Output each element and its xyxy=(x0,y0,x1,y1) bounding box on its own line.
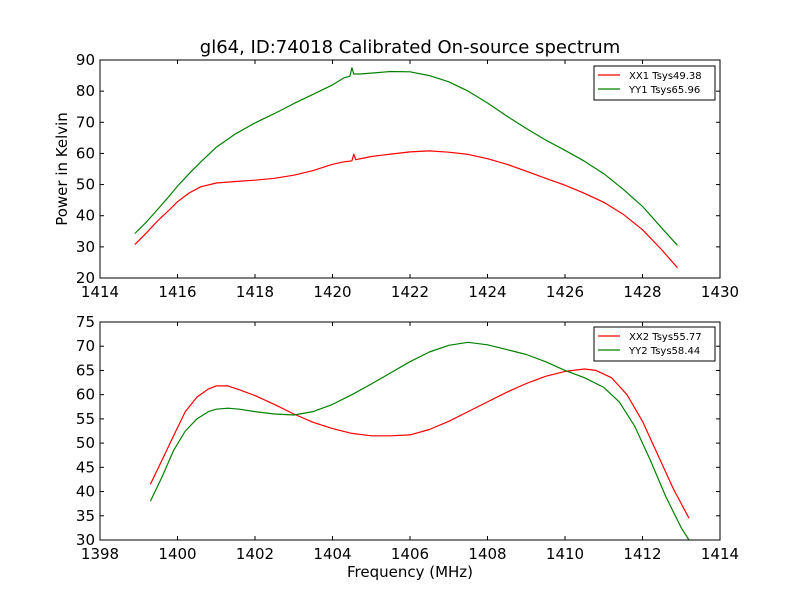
bottom-legend: XX2 Tsys55.77 YY2 Tsys58.44 xyxy=(593,326,716,362)
top-legend: XX1 Tsys49.38 YY1 Tsys65.96 xyxy=(593,65,716,101)
panel-bottom: 1398 1400 1402 1404 1406 1408 1410 1412 1414 30 35… xyxy=(76,313,739,581)
top-x-tick-label: 1430 xyxy=(701,283,739,301)
top-x-tick-label: 1414 xyxy=(81,283,119,301)
top-y-tick-label: 80 xyxy=(76,82,95,100)
top-x-tick-label: 1428 xyxy=(623,283,661,301)
bottom-y-tick-label: 55 xyxy=(76,410,95,428)
bottom-y-tick-label: 70 xyxy=(76,337,95,355)
bottom-x-axis-label: Frequency (MHz) xyxy=(347,563,473,581)
bottom-x-tick-label: 1398 xyxy=(81,545,119,563)
bottom-x-tick-label: 1406 xyxy=(391,545,429,563)
top-x-tick-label: 1416 xyxy=(158,283,196,301)
top-x-tick-label: 1424 xyxy=(468,283,506,301)
bottom-legend-label-2: YY2 Tsys58.44 xyxy=(628,346,700,357)
bottom-legend-box xyxy=(593,326,716,362)
top-y-tick-label: 20 xyxy=(76,269,95,287)
bottom-legend-label-1: XX2 Tsys55.77 xyxy=(629,332,702,343)
top-y-axis-label: Power in Kelvin xyxy=(53,112,71,226)
bottom-y-tick-label: 65 xyxy=(76,361,95,379)
top-series-line-2 xyxy=(134,67,678,246)
bottom-y-tick-label: 30 xyxy=(76,531,95,549)
top-y-tick-label: 40 xyxy=(76,207,95,225)
bottom-x-tick-label: 1414 xyxy=(701,545,739,563)
top-y-tick-label: 50 xyxy=(76,176,95,194)
bottom-x-tick-label: 1404 xyxy=(313,545,351,563)
bottom-y-tick-label: 50 xyxy=(76,434,95,452)
bottom-series-line-2 xyxy=(149,341,690,540)
top-x-tick-label: 1420 xyxy=(313,283,351,301)
top-y-tick-label: 70 xyxy=(76,113,95,131)
bottom-x-tick-label: 1402 xyxy=(236,545,274,563)
top-x-tick-label: 1426 xyxy=(546,283,584,301)
top-x-tick-label: 1418 xyxy=(236,283,274,301)
chart-title: gl64, ID:74018 Calibrated On-source spec… xyxy=(200,37,620,58)
top-x-tick-label: 1422 xyxy=(391,283,429,301)
bottom-y-tick-label: 75 xyxy=(76,313,95,331)
top-y-tick-label: 90 xyxy=(76,51,95,69)
bottom-series-line-1 xyxy=(149,368,690,519)
top-y-tick-label: 60 xyxy=(76,144,95,162)
bottom-y-tick-label: 40 xyxy=(76,483,95,501)
top-legend-label-2: YY1 Tsys65.96 xyxy=(628,85,700,96)
bottom-x-tick-label: 1412 xyxy=(623,545,661,563)
top-legend-label-1: XX1 Tsys49.38 xyxy=(629,71,702,82)
bottom-x-tick-label: 1400 xyxy=(158,545,196,563)
bottom-x-tick-label: 1410 xyxy=(546,545,584,563)
bottom-y-tick-label: 60 xyxy=(76,386,95,404)
top-y-tick-label: 30 xyxy=(76,238,95,256)
bottom-y-tick-label: 35 xyxy=(76,507,95,525)
top-legend-box xyxy=(593,65,716,101)
panel-top: 1414 1416 1418 1420 1422 1424 1426 1428 1430 20 30… xyxy=(53,51,739,301)
top-series-line-1 xyxy=(134,150,678,269)
bottom-x-tick-label: 1408 xyxy=(468,545,506,563)
bottom-y-tick-label: 45 xyxy=(76,458,95,476)
